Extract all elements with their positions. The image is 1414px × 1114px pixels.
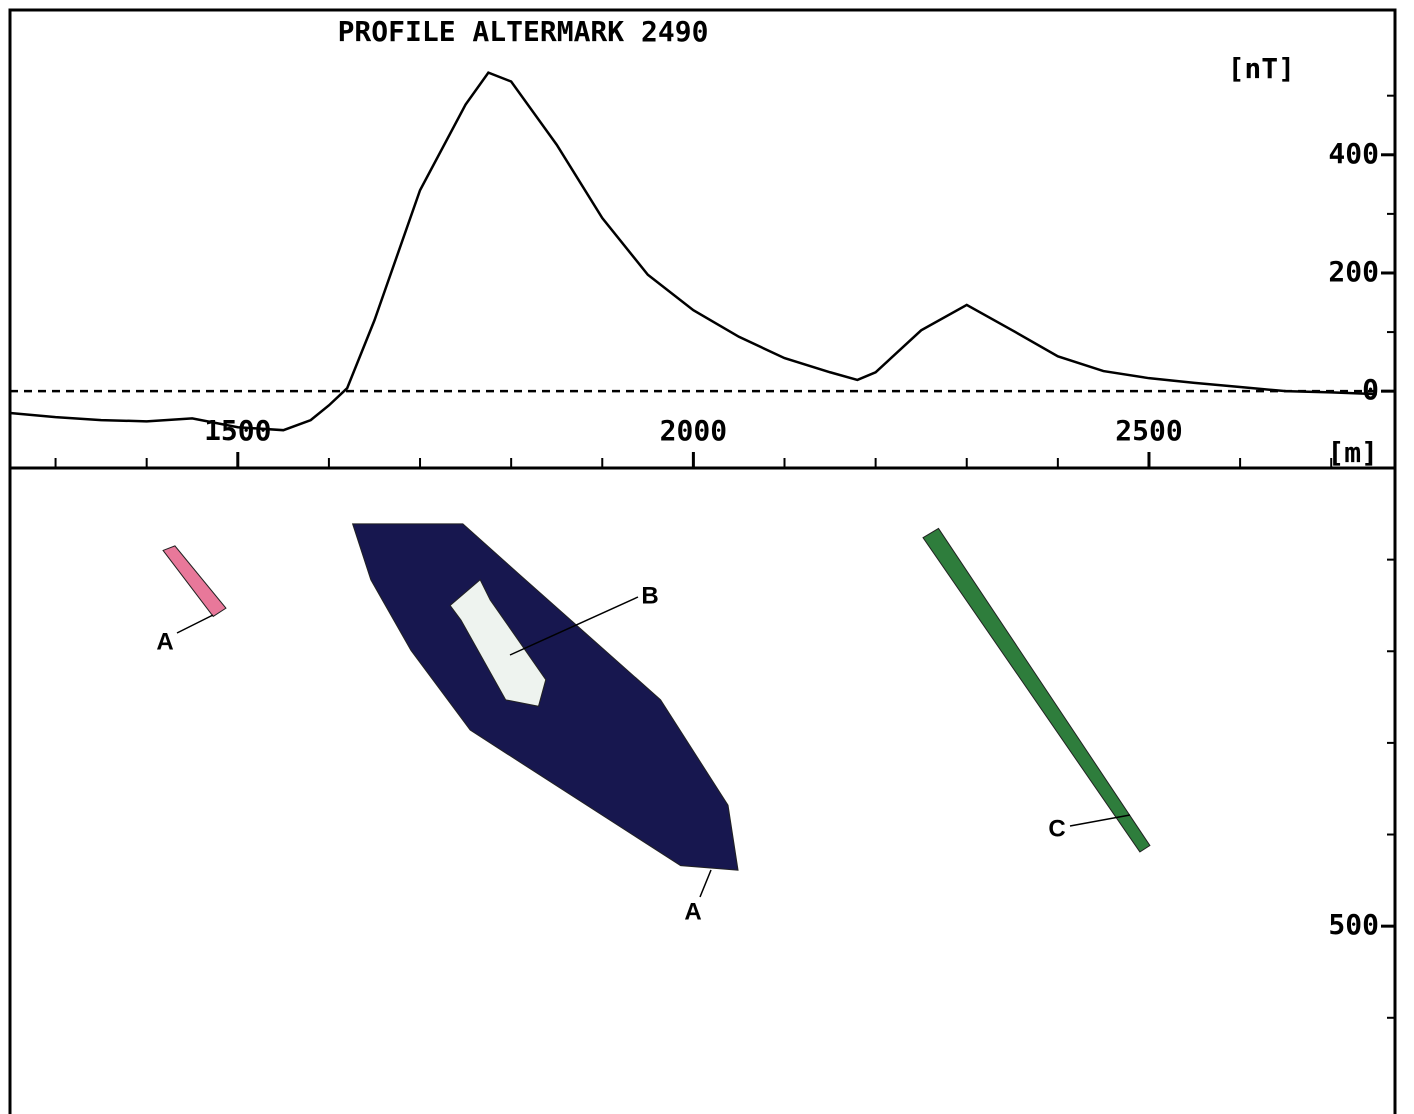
body-label: A [156, 628, 173, 655]
label-leader [509, 596, 639, 656]
y-unit: [nT] [1228, 52, 1295, 85]
x-tick-label: 2000 [660, 414, 727, 447]
y-tick-label: 0 [1362, 373, 1379, 406]
model-body [162, 545, 227, 618]
x-tick-label: 1500 [204, 414, 271, 447]
body-label: B [641, 582, 658, 609]
y-tick-label: 400 [1328, 137, 1379, 170]
x-unit: [m] [1327, 436, 1378, 469]
model-body [922, 527, 1151, 853]
y-tick-label: 200 [1328, 255, 1379, 288]
frame [8, 8, 1397, 1114]
model-body [449, 578, 547, 707]
x-tick-label: 2500 [1115, 414, 1182, 447]
body-label: C [1048, 815, 1065, 842]
label-leader [176, 614, 214, 634]
body-label: A [684, 898, 701, 925]
chart-title: PROFILE ALTERMARK 2490 [338, 15, 709, 48]
model-body [351, 523, 739, 871]
y-tick-label: 500 [1328, 908, 1379, 941]
profile-line [9, 71, 1377, 432]
label-leader [1069, 814, 1131, 827]
label-leader [699, 869, 712, 898]
